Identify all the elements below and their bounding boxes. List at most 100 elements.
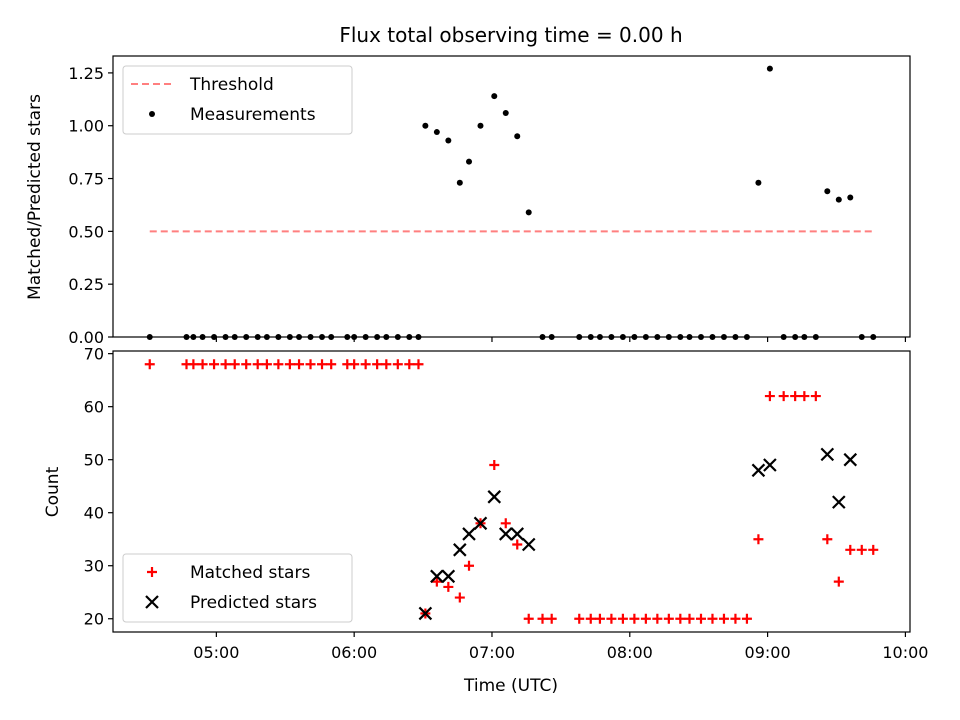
legend-box — [122, 65, 353, 135]
measurement-point — [514, 133, 521, 140]
matched-star-point — [144, 359, 155, 370]
predicted-star-point — [473, 516, 488, 531]
top-legend: Threshold Measurements — [122, 65, 353, 135]
measurement-point — [502, 110, 509, 117]
predicted-star-point — [751, 463, 766, 478]
y-tick-label: 0.25 — [68, 275, 104, 294]
matched-star-point — [629, 613, 640, 624]
legend-label: Predicted stars — [190, 593, 317, 613]
matched-star-point — [810, 391, 821, 402]
matched-star-point — [413, 359, 424, 370]
matched-star-point — [695, 613, 706, 624]
legend-label: Threshold — [189, 75, 274, 95]
x-tick-label: 06:00 — [331, 643, 377, 662]
matched-star-point — [443, 581, 454, 592]
bottom-plot-marks — [144, 359, 879, 624]
y-tick-label: 0.75 — [68, 170, 104, 189]
matched-star-point — [778, 391, 789, 402]
predicted-star-point — [820, 447, 835, 462]
predicted-star-point — [418, 606, 433, 621]
matched-star-point — [764, 391, 775, 402]
matched-star-point — [404, 359, 415, 370]
matched-star-point — [273, 359, 284, 370]
matched-star-point — [730, 613, 741, 624]
legend-box — [122, 553, 353, 623]
matched-star-point — [574, 613, 585, 624]
matched-star-point — [523, 613, 534, 624]
matched-star-point — [856, 544, 867, 555]
matched-star-point — [684, 613, 695, 624]
matched-star-point — [326, 359, 337, 370]
predicted-star-point — [510, 527, 525, 541]
matched-star-point — [241, 359, 252, 370]
measurement-point — [422, 122, 429, 129]
matched-star-point — [822, 534, 833, 545]
matched-star-point — [652, 613, 663, 624]
top-y-axis-label: Matched/Predicted stars — [25, 94, 45, 300]
measurement-point — [466, 158, 473, 165]
matched-star-point — [294, 359, 305, 370]
predicted-star-point — [843, 452, 858, 467]
measurement-point — [766, 65, 773, 72]
matched-star-point — [707, 613, 718, 624]
matched-star-point — [284, 359, 295, 370]
matched-star-point — [372, 359, 383, 370]
bottom-axes: 20 30 40 50 60 70 05:00 06:00 07:00 08:00 09:00 10… — [43, 345, 928, 696]
matched-star-point — [718, 613, 729, 624]
chart-title: Flux total observing time = 0.00 h — [339, 23, 682, 47]
bottom-legend: Matched stars Predicted stars — [122, 553, 353, 623]
bottom-plot-frame — [112, 350, 911, 633]
matched-star-point — [454, 592, 465, 603]
matched-star-point — [512, 539, 523, 550]
predicted-star-point — [430, 569, 444, 584]
matched-star-point — [381, 359, 392, 370]
matched-star-point — [675, 613, 686, 624]
x-tick-label: 07:00 — [469, 643, 515, 662]
matched-star-point — [585, 613, 596, 624]
predicted-star-point — [453, 543, 467, 557]
y-tick-label: 1.00 — [68, 117, 104, 136]
bottom-y-axis-label: Count — [43, 466, 63, 517]
matched-star-point — [790, 391, 801, 402]
predicted-star-point — [763, 458, 777, 472]
y-tick-label: 20 — [84, 610, 104, 629]
matched-star-point — [617, 613, 628, 624]
matched-star-point — [392, 359, 403, 370]
legend-key-matched — [147, 567, 157, 577]
predicted-star-point — [832, 495, 846, 509]
measurement-point — [755, 179, 762, 186]
predicted-star-point — [521, 537, 536, 552]
x-tick-label: 10:00 — [882, 643, 928, 662]
matched-star-point — [261, 359, 272, 370]
legend-label: Measurements — [190, 105, 316, 125]
legend-key-predicted — [145, 595, 159, 609]
matched-star-point — [640, 613, 651, 624]
matched-star-point — [868, 544, 879, 555]
matched-star-point — [594, 613, 605, 624]
bottom-y-ticks: 20 30 40 50 60 70 — [84, 345, 113, 629]
x-tick-label: 09:00 — [745, 643, 791, 662]
matched-star-point — [663, 613, 674, 624]
top-axes: 0.00 0.25 0.50 0.75 1.00 1.25 Matched/Predict… — [25, 55, 911, 347]
matched-star-point — [305, 359, 316, 370]
matched-star-point — [464, 560, 475, 571]
matched-star-point — [188, 359, 199, 370]
matched-star-point — [360, 359, 371, 370]
measurement-point — [824, 188, 831, 195]
legend-label: Matched stars — [190, 563, 310, 583]
matched-star-point — [833, 576, 844, 587]
matched-star-point — [537, 613, 548, 624]
measurement-point — [525, 209, 532, 216]
x-tick-label: 05:00 — [193, 643, 239, 662]
legend-key-measurements — [149, 111, 155, 117]
y-tick-label: 30 — [84, 557, 104, 576]
measurement-point — [835, 196, 842, 203]
y-tick-label: 0.00 — [68, 328, 104, 347]
x-axis-label: Time (UTC) — [463, 676, 558, 696]
measurement-point — [847, 194, 854, 201]
y-tick-label: 70 — [84, 345, 104, 364]
predicted-star-point — [441, 569, 456, 584]
matched-star-point — [229, 359, 240, 370]
measurement-point — [491, 93, 498, 100]
predicted-star-point — [487, 490, 502, 504]
